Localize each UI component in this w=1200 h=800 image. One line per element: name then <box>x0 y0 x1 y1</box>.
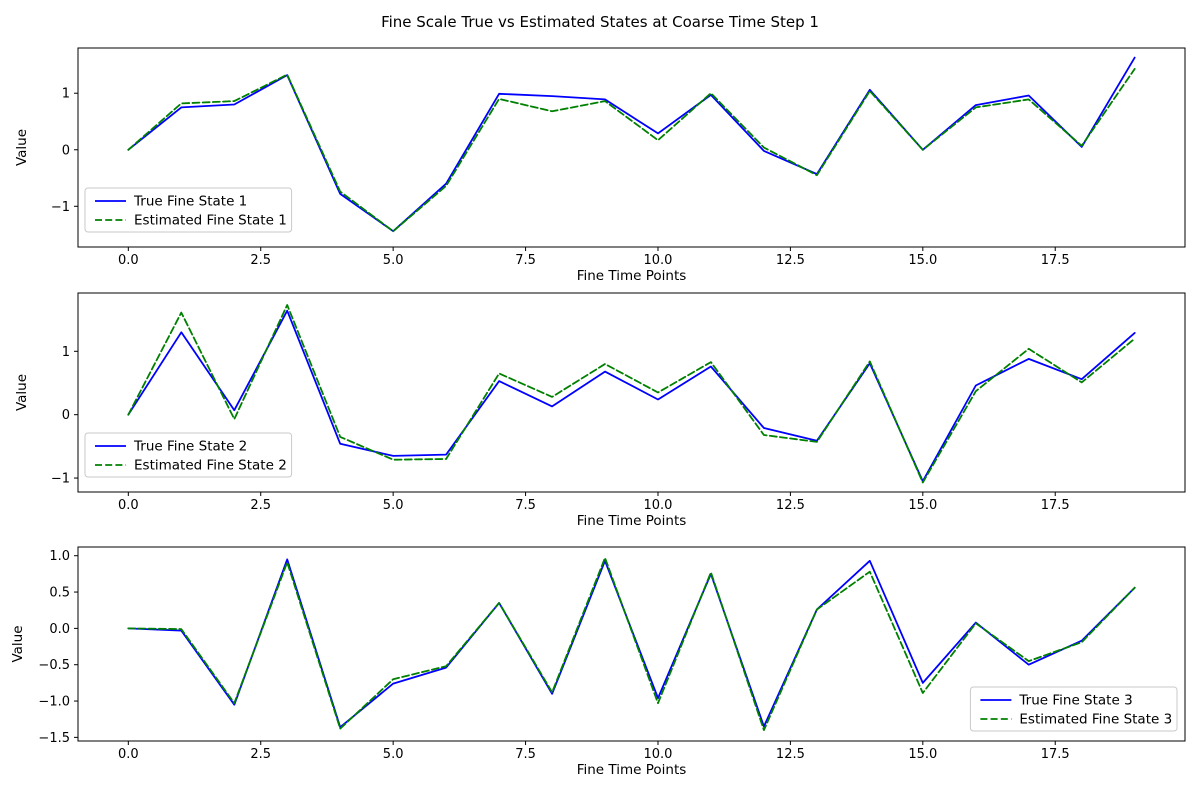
estimated-line <box>127 304 1136 484</box>
x-tick-label: 0.0 <box>118 747 139 762</box>
x-axis-label: Fine Time Points <box>577 513 687 529</box>
legend-label: Estimated Fine State 3 <box>1019 712 1172 728</box>
y-tick-label: −1.0 <box>38 695 70 710</box>
axes-border <box>77 292 1186 493</box>
legend-label: True Fine State 1 <box>133 194 247 210</box>
y-tick-label: 0 <box>62 408 70 423</box>
legend-box <box>969 686 1178 732</box>
y-tick-label: −1 <box>51 472 70 487</box>
figure-title: Fine Scale True vs Estimated States at C… <box>381 13 819 31</box>
x-tick-label: 7.5 <box>515 747 536 762</box>
legend-label: True Fine State 3 <box>1018 693 1132 709</box>
x-tick-label: 12.5 <box>776 498 805 513</box>
x-tick-label: 2.5 <box>250 498 271 513</box>
x-tick-label: 7.5 <box>515 498 536 513</box>
x-tick-label: 7.5 <box>515 253 536 268</box>
x-tick-label: 2.5 <box>250 253 271 268</box>
x-axis-label: Fine Time Points <box>577 762 687 778</box>
y-tick-label: −1 <box>51 200 70 215</box>
x-tick-label: 5.0 <box>383 498 404 513</box>
legend: True Fine State 3 Estimated Fine State 3 <box>969 686 1178 732</box>
y-tick-label: 0 <box>62 143 70 158</box>
x-tick-label: 10.0 <box>644 253 673 268</box>
subplot-1: 0.0 2.5 5.0 7.5 10.0 12.5 15.0 17.5 −1 0 1 Fine Tim… <box>14 47 1186 284</box>
x-axis-label: Fine Time Points <box>577 268 687 284</box>
legend: True Fine State 1 Estimated Fine State 1 <box>84 187 293 233</box>
y-tick-label: 1.0 <box>49 549 70 564</box>
subplot-3: 0.0 2.5 5.0 7.5 10.0 12.5 15.0 17.5 1.0 0.5 0.0 −0.… <box>10 546 1186 778</box>
x-tick-label: 17.5 <box>1041 747 1070 762</box>
x-tick-label: 15.0 <box>908 498 937 513</box>
y-tick-label: 0.0 <box>49 622 70 637</box>
x-tick-label: 5.0 <box>383 253 404 268</box>
x-tick-label: 12.5 <box>776 747 805 762</box>
legend: True Fine State 2 Estimated Fine State 2 <box>84 432 293 478</box>
legend-label: Estimated Fine State 2 <box>134 458 287 474</box>
x-tick-label: 10.0 <box>644 747 673 762</box>
y-axis-label: Value <box>14 374 30 411</box>
y-tick-label: 1 <box>62 87 70 102</box>
x-tick-label: 5.0 <box>383 747 404 762</box>
true-line <box>127 309 1136 483</box>
y-axis-label: Value <box>10 625 26 662</box>
subplot-2: 0.0 2.5 5.0 7.5 10.0 12.5 15.0 17.5 −1 0 1 Fine Tim… <box>14 292 1186 529</box>
x-tick-label: 12.5 <box>776 253 805 268</box>
x-tick-label: 15.0 <box>908 253 937 268</box>
y-tick-label: 0.5 <box>49 586 70 601</box>
legend-label: Estimated Fine State 1 <box>134 213 287 229</box>
x-tick-label: 17.5 <box>1041 253 1070 268</box>
legend-box <box>84 432 293 478</box>
y-axis-label: Value <box>14 129 30 166</box>
y-tick-label: −1.5 <box>38 731 70 746</box>
x-tick-label: 10.0 <box>644 498 673 513</box>
legend-box <box>84 187 293 233</box>
axes-border <box>77 47 1186 248</box>
estimated-line <box>127 557 1136 731</box>
x-tick-label: 15.0 <box>908 747 937 762</box>
axes-border <box>77 546 1186 742</box>
legend-label: True Fine State 2 <box>133 439 247 455</box>
x-tick-label: 2.5 <box>250 747 271 762</box>
x-tick-label: 0.0 <box>118 498 139 513</box>
x-tick-label: 0.0 <box>118 253 139 268</box>
x-tick-label: 17.5 <box>1041 498 1070 513</box>
estimated-line <box>127 68 1136 233</box>
y-tick-label: −0.5 <box>38 658 70 673</box>
y-tick-label: 1 <box>62 345 70 360</box>
